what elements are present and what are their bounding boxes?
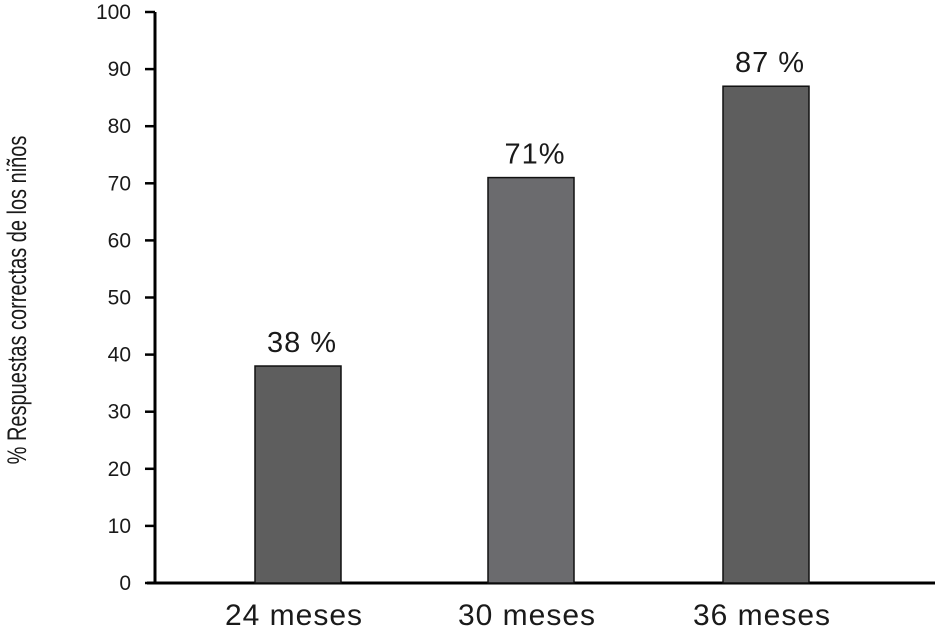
y-tick-label: 80 <box>108 115 131 138</box>
y-tick-label: 0 <box>119 572 131 595</box>
y-tick-label: 10 <box>108 515 131 538</box>
x-category-label: 36 meses <box>693 599 831 627</box>
bars <box>254 85 810 584</box>
y-tick-label: 30 <box>108 401 131 424</box>
y-tick-label: 100 <box>96 1 131 24</box>
y-tick-label: 60 <box>108 229 131 252</box>
bar <box>722 85 810 584</box>
bar-value-label: 87 % <box>735 47 805 79</box>
bar <box>254 365 342 584</box>
y-ticks: 0 10 20 30 40 50 60 70 80 90 100 <box>96 1 155 595</box>
y-axis-title: % Respuestas correctas de los niños <box>2 136 33 465</box>
y-axis-title-group: % Respuestas correctas de los niños <box>2 136 33 465</box>
bar-value-label: 71% <box>504 139 565 171</box>
y-tick-label: 40 <box>108 344 131 367</box>
y-tick-label: 70 <box>108 172 131 195</box>
value-labels: 38 % 71% 87 % <box>267 47 805 359</box>
bar-value-label: 38 % <box>267 327 337 359</box>
x-category-label: 24 meses <box>225 599 363 627</box>
y-tick-label: 90 <box>108 58 131 81</box>
x-category-label: 30 meses <box>458 599 596 627</box>
y-tick-label: 50 <box>108 287 131 310</box>
y-tick-label: 20 <box>108 458 131 481</box>
x-labels: 24 meses 30 meses 36 meses <box>225 599 831 627</box>
bar <box>487 176 575 584</box>
